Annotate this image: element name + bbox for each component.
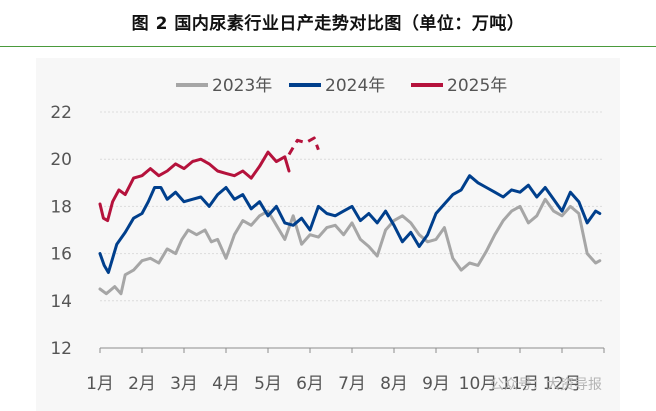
series-group — [98, 136, 602, 296]
x-tick-label: 6月 — [296, 374, 324, 394]
x-tick-label: 8月 — [380, 374, 408, 394]
x-axis — [99, 347, 605, 353]
series-line — [98, 174, 602, 274]
x-tick-label: 12月 — [543, 374, 582, 394]
y-tick-label: 12 — [50, 339, 72, 359]
watermark: 公众号：大资导报 — [490, 377, 602, 393]
x-tick-label: 9月 — [422, 374, 450, 394]
x-tick-label: 2月 — [128, 374, 156, 394]
x-tick-label: 11月 — [501, 374, 540, 394]
legend-label: 2025年 — [447, 76, 507, 96]
x-tick-label: 4月 — [212, 374, 240, 394]
x-axis-ticks: 1月 2月 3月 4月 5月 6月 7月 8月 9月 10月 11月 12月 — [86, 374, 581, 394]
y-tick-label: 18 — [50, 197, 72, 217]
x-tick-label: 10月 — [459, 374, 498, 394]
chart-panel — [36, 58, 620, 411]
x-tick-label: 5月 — [254, 374, 282, 394]
x-tick-label: 1月 — [86, 374, 114, 394]
chart-title: 图 2 国内尿素行业日产走势对比图（单位：万吨） — [131, 14, 525, 34]
series-line — [98, 150, 291, 223]
x-tick-label: 7月 — [338, 374, 366, 394]
legend-label: 2023年 — [212, 76, 272, 96]
y-tick-label: 16 — [50, 245, 72, 265]
y-tick-label: 22 — [50, 103, 72, 123]
y-tick-label: 14 — [50, 292, 72, 312]
series-line — [98, 197, 602, 296]
y-axis-ticks: 12 14 16 18 20 22 — [50, 103, 72, 359]
legend: 2023年 2024年 2025年 — [176, 76, 507, 96]
series-line — [287, 136, 320, 156]
legend-label: 2024年 — [325, 76, 385, 96]
grid-lines — [100, 111, 604, 302]
x-tick-label: 3月 — [170, 374, 198, 394]
title-bar: 图 2 国内尿素行业日产走势对比图（单位：万吨） — [0, 0, 656, 47]
y-tick-label: 20 — [50, 150, 72, 170]
